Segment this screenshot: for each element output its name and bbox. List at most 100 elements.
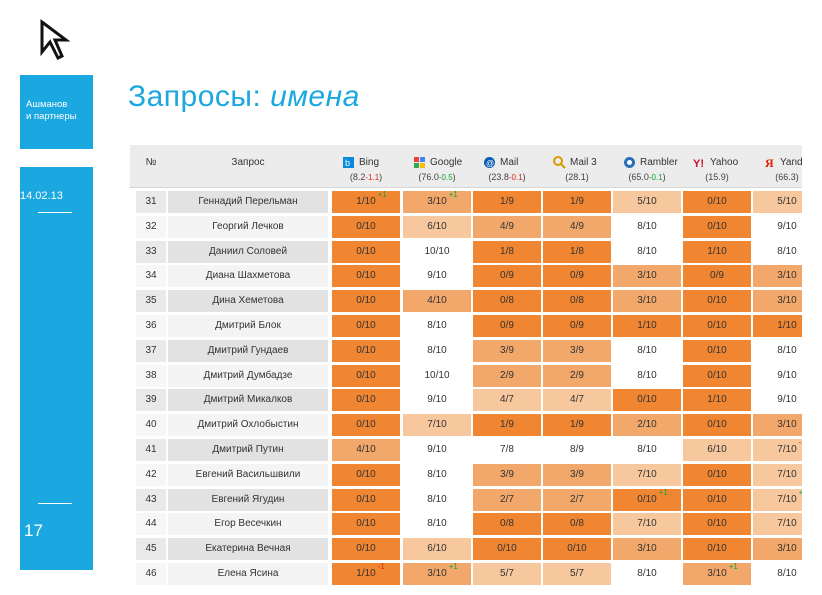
row-cell-yahoo: 0/10 (683, 463, 751, 486)
engine-count: (66.3) (775, 172, 799, 182)
row-cell-yahoo: 0/10 (683, 215, 751, 238)
row-cell-mail: 1/8 (473, 240, 541, 263)
slide-title-main: Запросы: (128, 80, 262, 113)
row-query: Евгений Васильшвили (168, 463, 328, 486)
mail3-icon (553, 156, 566, 169)
cell-delta: +2 (798, 487, 802, 497)
engine-count: (65.0-0.1) (628, 172, 666, 182)
header-engine-google: Google (76.0-0.5) (403, 145, 471, 187)
row-cell-yandex: 3/10 (753, 290, 802, 313)
engine-name: Bing (359, 157, 380, 168)
sidebar-divider (38, 212, 72, 213)
row-cell-yahoo: 0/10 (683, 488, 751, 511)
table-row: 37 Дмитрий Гундаев 0/10 8/10 3/9 3/9 8/10 0/10 8… (136, 339, 802, 362)
row-number: 35 (136, 290, 166, 313)
row-number: 45 (136, 538, 166, 561)
row-query: Дмитрий Блок (168, 315, 328, 337)
row-cell-mail-3: 2/9 (543, 364, 611, 387)
header-engine-yandex: Я Yandex (66.3) (753, 145, 802, 187)
row-cell-rambler: 7/10 (613, 463, 681, 486)
row-cell-mail: 5/7 (473, 563, 541, 585)
engine-count: (28.1) (565, 172, 589, 182)
row-cell-yahoo: 0/10 (683, 339, 751, 362)
row-cell-google: 9/10 (403, 439, 471, 461)
row-cell-rambler: 8/10 (613, 339, 681, 362)
row-cell-yahoo: 0/10 (683, 364, 751, 387)
row-cell-mail-3: 8/9 (543, 439, 611, 461)
engine-name: Yandex (780, 157, 802, 168)
cell-delta: +1 (377, 190, 387, 199)
row-cell-bing: 0/10 (332, 315, 400, 337)
row-cell-yandex: 9/10 (753, 364, 802, 387)
engine-name: Google (430, 157, 463, 168)
row-cell-rambler: 8/10 (613, 215, 681, 238)
row-cell-rambler: 5/10 (613, 191, 681, 213)
row-cell-yahoo: 0/10 (683, 538, 751, 561)
engine-name: Rambler (640, 157, 678, 168)
row-query: Диана Шахметова (168, 265, 328, 288)
row-cell-bing: 1/10 -1 (332, 562, 400, 585)
row-cell-rambler: 3/10 (613, 290, 681, 313)
row-cell-bing: 0/10 (332, 364, 400, 387)
row-cell-yandex: 8/10 (753, 339, 802, 362)
header-num: № (145, 157, 157, 168)
row-cell-yandex: 3/10 (753, 265, 802, 288)
sidebar-brand-block: Ашманов и партнеры (20, 75, 93, 149)
row-cell-yandex: 1/10 (753, 315, 802, 337)
row-cell-yandex: 9/10 (753, 389, 802, 412)
row-number: 40 (136, 414, 166, 437)
row-cell-google: 9/10 (403, 265, 471, 288)
row-number: 46 (136, 563, 166, 585)
row-cell-bing: 0/10 (332, 339, 400, 362)
table-row: 43 Евгений Ягудин 0/10 8/10 2/7 2/7 0/10 +1 0/10… (136, 487, 802, 511)
row-cell-mail-3: 1/9 (543, 191, 611, 213)
row-cell-mail-3: 1/8 (543, 240, 611, 263)
engine-name: Mail (500, 157, 519, 168)
row-cell-yandex: 7/10-1 (753, 438, 802, 461)
engine-count: (76.0-0.5) (418, 172, 456, 182)
row-cell-bing: 0/10 (332, 265, 400, 288)
row-cell-rambler: 0/10 +1 (613, 487, 681, 511)
row-cell-bing: 1/10 +1 (332, 190, 400, 213)
slide-date: 14.02.13 (20, 190, 63, 202)
table-row: 41 Дмитрий Путин 4/10 9/10 7/8 8/9 8/10 6/10 7/1… (136, 438, 802, 461)
row-cell-bing: 0/10 (332, 414, 400, 437)
row-cell-bing: 4/10 (332, 439, 400, 461)
row-cell-rambler: 0/10 (613, 389, 681, 412)
google-icon (414, 157, 425, 168)
row-cell-bing: 0/10 (332, 290, 400, 313)
row-cell-mail-3: 3/9 (543, 463, 611, 486)
engine-count: (8.2-1.1) (349, 172, 383, 182)
row-cell-google: 6/10 (403, 215, 471, 238)
row-query: Дмитрий Охлобыстин (168, 414, 328, 437)
header-engine-rambler: Rambler (65.0-0.1) (613, 145, 681, 187)
row-number: 31 (136, 191, 166, 213)
table-row: 35 Дина Хеметова 0/10 4/10 0/8 0/8 3/10 0/10 3/1… (136, 290, 802, 313)
header-engine-mail-3: Mail 3 (28.1) (543, 145, 611, 187)
row-number: 39 (136, 389, 166, 412)
row-cell-mail: 1/9 (473, 414, 541, 437)
row-query: Геннадий Перельман (168, 191, 328, 213)
row-cell-google: 6/10 (403, 538, 471, 561)
cell-delta: -1 (798, 438, 802, 447)
row-cell-google: 3/10 +1 (403, 562, 471, 585)
cell-delta: +1 (658, 487, 668, 497)
row-cell-google: 9/10 (403, 389, 471, 412)
row-query: Егор Весечкин (168, 513, 328, 536)
row-cell-yahoo: 0/9 (683, 265, 751, 288)
engine-count: (23.8-0.1) (488, 172, 526, 182)
row-cell-google: 8/10 (403, 513, 471, 536)
row-cell-mail: 1/9 (473, 191, 541, 213)
page-number: 17 (24, 521, 43, 540)
row-number: 36 (136, 315, 166, 337)
table-row: 38 Дмитрий Думбадзе 0/10 10/10 2/9 2/9 8/10 0/1… (136, 364, 802, 387)
table-row: 45 Екатерина Вечная 0/10 6/10 0/10 0/10 3/10 0/… (136, 538, 802, 561)
row-cell-google: 8/10 (403, 315, 471, 337)
row-query: Дина Хеметова (168, 290, 328, 313)
slide-title: Запросы: имена (128, 80, 360, 114)
mail-icon: @ (484, 157, 495, 168)
cell-delta: -1 (377, 562, 385, 571)
row-cell-yandex: 7/10 (753, 463, 802, 486)
row-cell-rambler: 8/10 (613, 364, 681, 387)
row-number: 33 (136, 240, 166, 263)
